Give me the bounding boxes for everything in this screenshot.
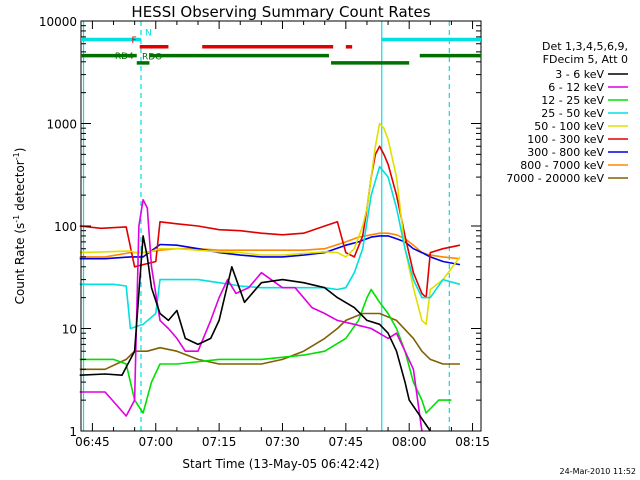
series-line-4 xyxy=(79,122,461,326)
legend-label-6: 300 - 800 keV xyxy=(527,146,604,159)
flag-label-rd4: RD4 xyxy=(115,52,134,62)
y-label-mid: detector xyxy=(13,160,27,215)
y-label-sup1: -1 xyxy=(12,215,21,223)
legend-label-2: 12 - 25 keV xyxy=(541,94,604,107)
x-tick-label-5: 08:00 xyxy=(392,435,427,449)
legend-label-5: 100 - 300 keV xyxy=(527,133,604,146)
legend-label-4: 50 - 100 keV xyxy=(534,120,604,133)
y-tick-label-3: 1000 xyxy=(46,118,77,132)
series-line-7 xyxy=(79,232,460,260)
series-line-8 xyxy=(79,312,460,371)
legend-label-1: 6 - 12 keV xyxy=(548,81,604,94)
plot-layer xyxy=(79,21,461,432)
legend-label-7: 800 - 7000 keV xyxy=(520,159,604,172)
series-line-1 xyxy=(79,199,423,432)
legend-header-1: FDecim 5, Att 0 xyxy=(543,53,628,66)
flag-label-f: F xyxy=(132,36,137,46)
legend: Det 1,3,4,5,6,9,FDecim 5, Att 0 3 - 6 keV… xyxy=(506,40,628,185)
y-tick-label-2: 100 xyxy=(54,220,77,234)
y-label-end: ) xyxy=(13,148,27,153)
flag-label-rdo: RDO xyxy=(142,53,162,63)
series-line-3 xyxy=(79,165,461,330)
y-ticks: 1 10 100 1000 10000 xyxy=(39,15,481,439)
x-tick-label-0: 06:45 xyxy=(75,435,110,449)
y-label-main: Count Rate (s xyxy=(13,223,27,305)
chart-title: HESSI Observing Summary Count Rates xyxy=(131,3,430,21)
footer-timestamp: 24-Mar-2010 11:52 xyxy=(560,467,637,476)
y-tick-label-0: 1 xyxy=(69,425,77,439)
legend-label-0: 3 - 6 keV xyxy=(555,68,604,81)
x-tick-label-1: 07:00 xyxy=(138,435,173,449)
x-axis-label: Start Time (13-May-05 06:42:42) xyxy=(182,457,379,471)
x-tick-label-2: 07:15 xyxy=(202,435,237,449)
y-tick-label-4: 10000 xyxy=(39,15,77,29)
x-tick-label-3: 07:30 xyxy=(265,435,300,449)
plot-frame xyxy=(80,20,482,432)
x-ticks: 06:45 07:00 07:15 07:30 07:45 08:00 08:15 xyxy=(75,21,490,449)
legend-header-0: Det 1,3,4,5,6,9, xyxy=(542,40,628,53)
flag-label-n: N xyxy=(145,28,152,38)
x-tick-label-4: 07:45 xyxy=(329,435,364,449)
y-tick-label-1: 10 xyxy=(62,323,77,337)
flag-bars: NF RDO RD4 xyxy=(81,28,481,65)
series-line-2 xyxy=(79,288,452,414)
y-axis-label: Count Rate (s-1 detector-1) xyxy=(12,148,27,305)
y-label-sup2: -1 xyxy=(12,152,21,160)
legend-label-8: 7000 - 20000 keV xyxy=(506,172,604,185)
legend-label-3: 25 - 50 keV xyxy=(541,107,604,120)
series-line-0 xyxy=(79,235,431,432)
series-line-5 xyxy=(79,145,461,299)
x-tick-label-6: 08:15 xyxy=(455,435,490,449)
